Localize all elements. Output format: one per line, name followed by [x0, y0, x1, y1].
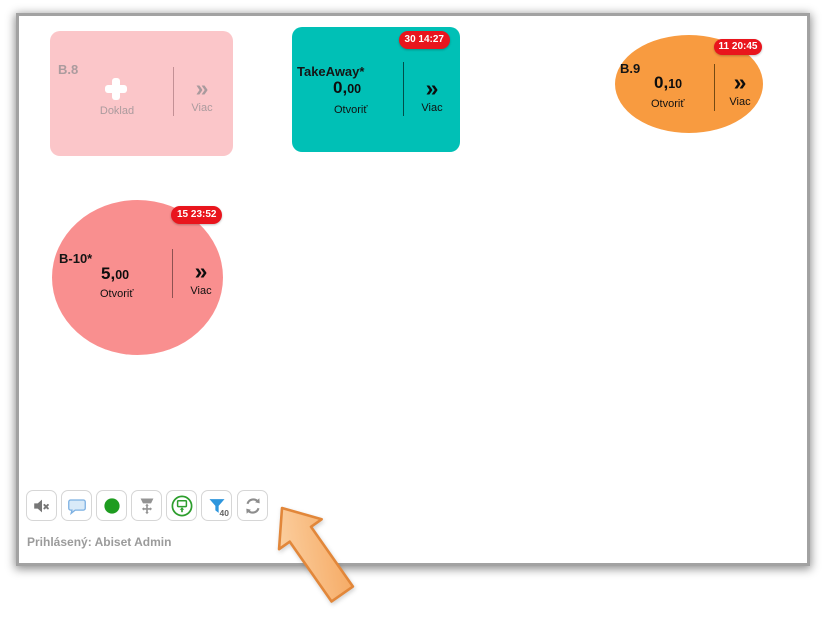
card-divider — [173, 67, 174, 116]
screen-move-button[interactable] — [131, 490, 162, 521]
chevron-right-icon: » — [733, 69, 747, 95]
chevron-right-icon: » — [194, 258, 208, 284]
card-divider — [172, 249, 173, 298]
more-button[interactable]: » Viac — [179, 258, 223, 299]
refresh-button[interactable] — [237, 490, 268, 521]
viac-label: Viac — [190, 285, 212, 297]
plus-icon[interactable] — [105, 78, 127, 100]
chat-button[interactable] — [61, 490, 92, 521]
table-card-takeaway[interactable]: 30 14:27 TakeAway* 0,00 Otvoriť » Viac — [292, 27, 460, 152]
time-badge: 30 14:27 — [398, 31, 450, 49]
amount: 5,00 — [101, 264, 130, 283]
screen-share-icon — [171, 495, 192, 516]
main-window: B.8 Doklad » Viac 30 14:27 TakeAway* 0,0… — [16, 13, 810, 566]
more-button[interactable]: » Viac — [410, 75, 454, 116]
otvorit-label[interactable]: Otvoriť — [334, 104, 368, 116]
chevron-right-icon: » — [195, 75, 209, 101]
time-badge: 11 20:45 — [714, 39, 762, 55]
more-button[interactable]: » Viac — [718, 69, 762, 110]
filter-icon — [208, 498, 225, 513]
table-name: TakeAway* — [297, 64, 365, 79]
card-divider — [403, 62, 404, 116]
amount: 0,10 — [654, 73, 683, 92]
otvorit-label[interactable]: Otvoriť — [100, 288, 134, 300]
more-button[interactable]: » Viac — [180, 75, 224, 116]
otvorit-label[interactable]: Otvoriť — [651, 98, 685, 110]
viac-label: Viac — [729, 96, 751, 108]
status-button[interactable] — [96, 490, 127, 521]
filter-button[interactable]: 40 — [201, 490, 232, 521]
viac-label: Viac — [191, 102, 213, 114]
table-name: B.8 — [58, 62, 79, 77]
screen-share-button[interactable] — [166, 490, 197, 521]
mute-button[interactable] — [26, 490, 57, 521]
chevron-right-icon: » — [425, 75, 439, 101]
table-name: B.9 — [620, 61, 641, 76]
green-status-icon — [103, 497, 120, 514]
viac-label: Viac — [421, 102, 443, 114]
amount: 0,00 — [333, 78, 362, 97]
table-name: B-10* — [59, 251, 93, 266]
speaker-muted-icon — [33, 499, 49, 512]
filter-count-label: 40 — [219, 508, 229, 518]
refresh-icon — [245, 497, 260, 514]
table-card-b8[interactable]: B.8 Doklad » Viac — [50, 31, 233, 156]
chat-bubble-icon — [67, 498, 86, 515]
logged-in-status: Prihlásený: Abiset Admin — [27, 535, 172, 549]
doklad-label[interactable]: Doklad — [99, 105, 135, 117]
card-divider — [714, 64, 715, 111]
pointer-arrow-cursor — [277, 506, 355, 603]
time-badge: 15 23:52 — [171, 206, 223, 224]
table-card-b10[interactable]: 15 23:52 B-10* 5,00 Otvoriť » Viac — [52, 200, 223, 355]
table-card-b9[interactable]: 11 20:45 B.9 0,10 Otvoriť » Viac — [615, 35, 763, 133]
screen-move-icon — [140, 497, 153, 514]
